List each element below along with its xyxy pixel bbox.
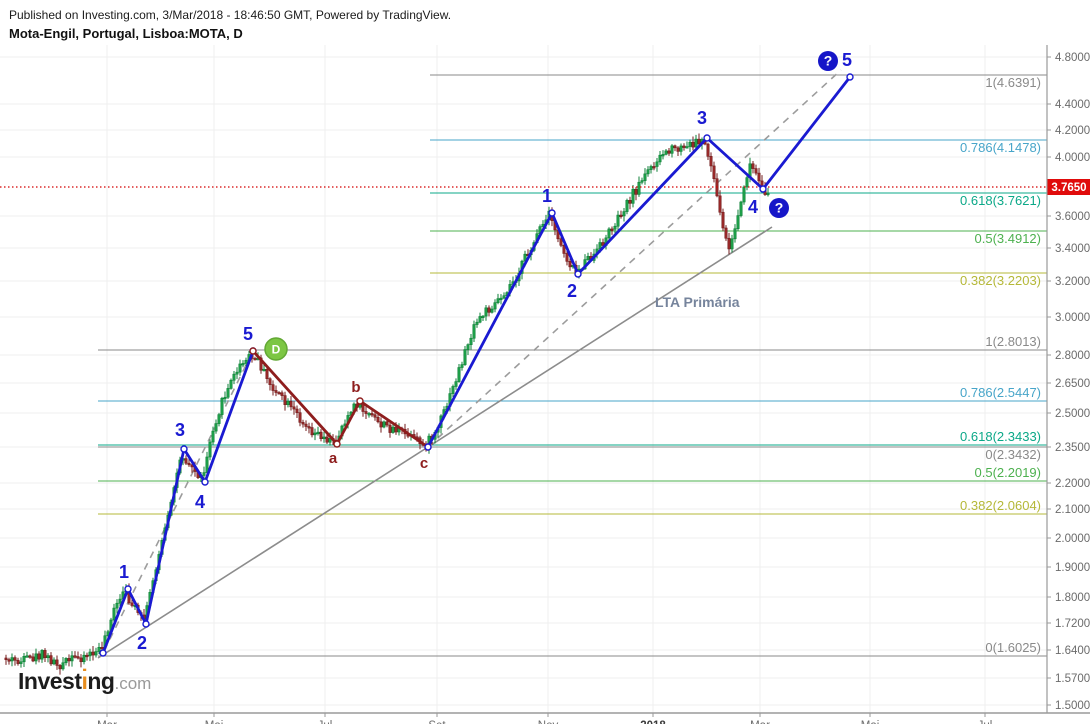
y-tick-label: 2.3500 bbox=[1055, 442, 1090, 454]
wave-vertex-marker bbox=[356, 397, 364, 405]
y-tick-label: 2.6500 bbox=[1055, 378, 1090, 390]
x-tick-label: Mar bbox=[97, 720, 117, 724]
instrument-title: Mota-Engil, Portugal, Lisboa:MOTA, D bbox=[9, 26, 243, 41]
y-tick-label: 3.2000 bbox=[1055, 276, 1090, 288]
y-tick-label: 1.5700 bbox=[1055, 673, 1090, 685]
x-tick-label: 2018 bbox=[640, 720, 666, 724]
question-badge-icon bbox=[769, 198, 789, 218]
x-tick-label: Mai bbox=[861, 720, 880, 724]
y-tick-label: 4.8000 bbox=[1055, 52, 1090, 64]
y-axis-labels: 4.8000 4.4000 4.2000 4.0000 3.6000 3.4000 3.20… bbox=[1047, 52, 1090, 712]
fib-label: 0.618(2.3433) bbox=[960, 429, 1041, 444]
wave-label: 4 bbox=[748, 197, 758, 217]
fib-label: 0.618(3.7621) bbox=[960, 193, 1041, 208]
x-tick-label: Nov bbox=[538, 720, 559, 724]
investing-logo: Investı̇ng.com bbox=[18, 668, 152, 694]
wave-vertex-marker bbox=[99, 649, 107, 657]
y-tick-label: 2.1000 bbox=[1055, 504, 1090, 516]
svg-text:?: ? bbox=[775, 200, 784, 216]
y-tick-label: 4.2000 bbox=[1055, 125, 1090, 137]
fib-label: 0(2.3432) bbox=[985, 447, 1041, 462]
wave-label: 2 bbox=[567, 281, 577, 301]
wave-label: 1 bbox=[542, 186, 552, 206]
last-price-value: 3.7650 bbox=[1051, 182, 1086, 194]
fib-label: 0.786(4.1478) bbox=[960, 140, 1041, 155]
y-tick-label: 3.0000 bbox=[1055, 312, 1090, 324]
wave-vertex-marker bbox=[846, 73, 854, 81]
question-badge-icon bbox=[818, 51, 838, 71]
wave-label: a bbox=[329, 450, 338, 467]
wave-label: 3 bbox=[697, 108, 707, 128]
wave-vertex-marker bbox=[201, 478, 209, 486]
y-tick-label: 2.5000 bbox=[1055, 408, 1090, 420]
wave-impulse-1 bbox=[99, 347, 257, 657]
fib-label: 0.382(3.2203) bbox=[960, 273, 1041, 288]
candlesticks bbox=[4, 133, 770, 675]
fib-label: 1(2.8013) bbox=[985, 334, 1041, 349]
wave-label: 5 bbox=[842, 50, 852, 70]
wave-label: 1 bbox=[119, 562, 129, 582]
fib-label: 0.5(3.4912) bbox=[975, 231, 1042, 246]
y-tick-label: 1.9000 bbox=[1055, 562, 1090, 574]
wave-vertex-marker bbox=[249, 347, 257, 355]
wave-label: b bbox=[351, 379, 360, 396]
fib-label: 0.382(2.0604) bbox=[960, 498, 1041, 513]
y-tick-label: 1.6400 bbox=[1055, 645, 1090, 657]
x-tick-label: Jul bbox=[318, 720, 333, 724]
svg-text:?: ? bbox=[824, 53, 833, 69]
x-tick-label: Mai bbox=[205, 720, 224, 724]
y-tick-label: 1.5000 bbox=[1055, 700, 1090, 712]
annotation-badges: ?? D bbox=[264, 51, 838, 361]
grid-lines bbox=[0, 45, 1047, 713]
wave-vertex-marker bbox=[124, 585, 132, 593]
wave-label: 3 bbox=[175, 420, 185, 440]
wave-vertex-marker bbox=[333, 440, 341, 448]
y-tick-label: 1.7200 bbox=[1055, 618, 1090, 630]
y-tick-label: 2.0000 bbox=[1055, 533, 1090, 545]
published-info-line: Published on Investing.com, 3/Mar/2018 -… bbox=[9, 8, 452, 22]
wave-vertex-marker bbox=[180, 445, 188, 453]
wave-vertex-marker bbox=[424, 443, 432, 451]
y-tick-label: 4.4000 bbox=[1055, 99, 1090, 111]
y-tick-label: 3.6000 bbox=[1055, 211, 1090, 223]
y-tick-label: 3.4000 bbox=[1055, 243, 1090, 255]
fib-label: 0.5(2.2019) bbox=[975, 465, 1042, 480]
axes bbox=[0, 45, 1090, 714]
wave-vertex-marker bbox=[703, 134, 711, 142]
y-tick-label: 2.2000 bbox=[1055, 478, 1090, 490]
logo-orange-dot: ı̇ bbox=[81, 668, 88, 694]
y-tick-label: 2.8000 bbox=[1055, 350, 1090, 362]
wave-labels: 1 2 3 4 5 a b c 1 2 3 4 5 bbox=[119, 50, 852, 653]
last-price-badge: 3.7650 bbox=[1047, 179, 1090, 195]
wave-vertex-marker bbox=[574, 270, 582, 278]
svg-text:D: D bbox=[272, 343, 281, 357]
wave-label: 2 bbox=[137, 633, 147, 653]
y-tick-label: 1.8000 bbox=[1055, 592, 1090, 604]
x-tick-label: Jul bbox=[978, 720, 993, 724]
dashed-projection-2 bbox=[427, 69, 842, 448]
wave-label: c bbox=[420, 455, 428, 472]
fib-label: 1(4.6391) bbox=[985, 75, 1041, 90]
x-tick-label: Mar bbox=[750, 720, 770, 724]
wave-label: 5 bbox=[243, 324, 253, 344]
d-badge-icon bbox=[264, 337, 288, 361]
fib-label: 0.786(2.5447) bbox=[960, 385, 1041, 400]
x-axis-labels: Mar Mai Jul Set Nov 2018 Mar Mai Jul bbox=[97, 713, 992, 724]
wave-impulse-2 bbox=[424, 73, 854, 451]
lta-primaria-label: LTA Primária bbox=[655, 294, 740, 310]
y-tick-label: 4.0000 bbox=[1055, 152, 1090, 164]
wave-label: 4 bbox=[195, 492, 205, 512]
fib-label: 0(1.6025) bbox=[985, 640, 1041, 655]
wave-correction-abc bbox=[249, 347, 432, 451]
wave-vertex-marker bbox=[548, 209, 556, 217]
x-tick-label: Set bbox=[428, 720, 446, 724]
wave-vertex-marker bbox=[759, 185, 767, 193]
wave-vertex-marker bbox=[142, 620, 150, 628]
